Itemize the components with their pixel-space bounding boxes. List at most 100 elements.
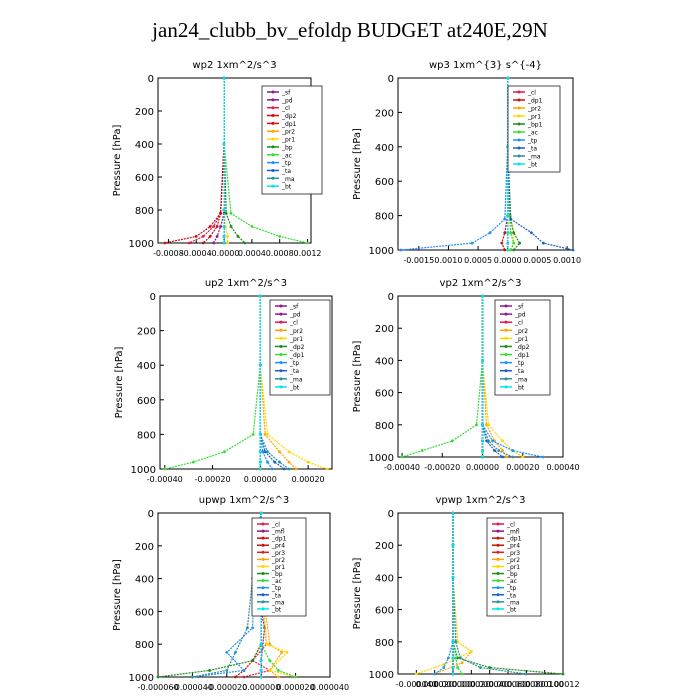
legend-entry: _cl: [271, 522, 280, 529]
legend-marker: [271, 106, 275, 110]
legend-entry: _dp1: [514, 352, 530, 359]
y-axis-label: Pressure [hPa]: [114, 347, 125, 419]
y-tick-label: 400: [375, 573, 394, 584]
series-line_tp: [434, 513, 454, 675]
data-point_dp1: [500, 241, 504, 245]
x-tick-label: 0.000060: [489, 680, 527, 689]
data-point_bt: [259, 511, 263, 515]
legend-marker: [261, 564, 265, 568]
y-tick-label: 0: [148, 74, 154, 85]
x-tick-label: -0.0000: [209, 249, 240, 258]
legend-entry: _dp1: [527, 98, 543, 105]
data-point_ma: [524, 672, 528, 676]
legend-entry: _pr2: [289, 328, 303, 335]
legend-marker: [279, 377, 283, 381]
data-point_bt: [258, 363, 262, 367]
data-point_bp: [224, 211, 228, 215]
x-tick-label: 0.000040: [471, 680, 509, 689]
legend-entry: _bt: [281, 184, 292, 191]
x-tick-label: -0.000060: [137, 683, 178, 692]
data-point_dp1: [215, 225, 219, 228]
data-point_pr1: [226, 235, 229, 238]
legend-marker: [279, 312, 283, 316]
legend-marker: [496, 586, 500, 590]
x-tick-label: 0.0012: [294, 249, 322, 258]
data-point_ac: [306, 241, 309, 245]
legend-marker: [496, 550, 500, 554]
x-tick-label: 0.000020: [416, 680, 454, 689]
y-tick-label: 400: [375, 143, 394, 154]
legend-entry: _ma: [289, 376, 303, 383]
y-tick-label: 800: [375, 212, 394, 223]
data-point_tp: [261, 450, 265, 454]
data-point_bt: [481, 294, 484, 298]
panel-title: upwp 1xm^2/s^3: [199, 495, 289, 506]
legend-marker: [517, 98, 521, 102]
y-tick-label: 600: [375, 606, 394, 617]
y-tick-label: 1000: [131, 465, 156, 476]
data-point_pr1: [325, 467, 329, 471]
data-point_ma: [458, 656, 462, 660]
x-tick-label: -0.000040: [172, 683, 213, 692]
series-line_ta: [481, 296, 503, 458]
y-tick-label: 200: [375, 324, 394, 335]
legend-entry: _ta: [271, 592, 281, 599]
data-point_pr1: [521, 455, 525, 459]
data-point_ac: [512, 241, 516, 245]
legend-marker: [271, 114, 275, 118]
data-point_pr1: [266, 433, 269, 436]
legend-entry: _pr2: [514, 328, 528, 335]
data-point_ta: [493, 449, 496, 452]
data-point_pr1: [414, 672, 418, 676]
legend-marker: [517, 106, 521, 110]
legend-marker: [517, 162, 521, 166]
data-point_bp: [561, 672, 565, 676]
data-point_bt: [259, 669, 263, 672]
panel-title: up2 1xm^2/s^3: [205, 278, 287, 289]
y-axis-label: Pressure [hPa]: [352, 558, 363, 630]
legend-marker: [261, 543, 265, 547]
data-point_bp1: [518, 241, 522, 245]
legend-marker: [279, 320, 283, 324]
data-point_ta: [501, 455, 505, 459]
data-point_pr2: [505, 455, 509, 459]
legend-entry: _bt: [527, 162, 538, 169]
legend: _cl_mfl_dp1_pr4_pr3_pr2_pr1_bp_ac_tp_ta_…: [251, 517, 307, 617]
legend: _sf_pd_cl_pr2_pr1_dp2_dp1_tp_ta_ma_bt: [494, 299, 551, 396]
data-point_ac: [509, 248, 513, 252]
legend-marker: [504, 369, 508, 373]
data-point_dp1: [192, 460, 195, 464]
legend-marker: [517, 122, 521, 126]
legend-marker: [279, 328, 283, 332]
data-point_ac: [277, 669, 280, 672]
legend-marker: [261, 522, 265, 526]
legend-entry: _pr1: [281, 137, 295, 144]
data-point_bp1: [512, 231, 516, 235]
data-point_pr1: [226, 241, 229, 245]
data-point_dp1: [219, 211, 222, 215]
legend-entry: _tp: [271, 585, 281, 592]
data-point_bp: [236, 235, 240, 238]
data-point_ac: [509, 231, 513, 235]
data-point_pr2: [277, 675, 280, 679]
data-point_pr2: [287, 460, 291, 464]
legend-marker: [504, 320, 508, 324]
legend-marker: [279, 369, 283, 373]
legend-marker: [504, 344, 508, 348]
y-tick-label: 1000: [129, 239, 154, 250]
legend-entry: _tp: [527, 138, 537, 145]
data-point_cl: [242, 675, 246, 679]
data-point_tp: [442, 666, 446, 669]
legend-entry: _pr1: [527, 114, 541, 121]
data-point_bt: [259, 675, 263, 679]
data-point_bt: [506, 231, 510, 235]
x-tick-label: 0.00020: [292, 475, 325, 484]
legend-marker: [504, 385, 508, 389]
legend-entry: _dp2: [281, 113, 297, 120]
legend-entry: _dp1: [281, 121, 297, 128]
data-point_ta: [282, 467, 286, 471]
legend-entry: _pr2: [527, 106, 541, 113]
data-point_ma: [497, 449, 501, 452]
y-axis-label: Pressure [hPa]: [352, 341, 363, 413]
